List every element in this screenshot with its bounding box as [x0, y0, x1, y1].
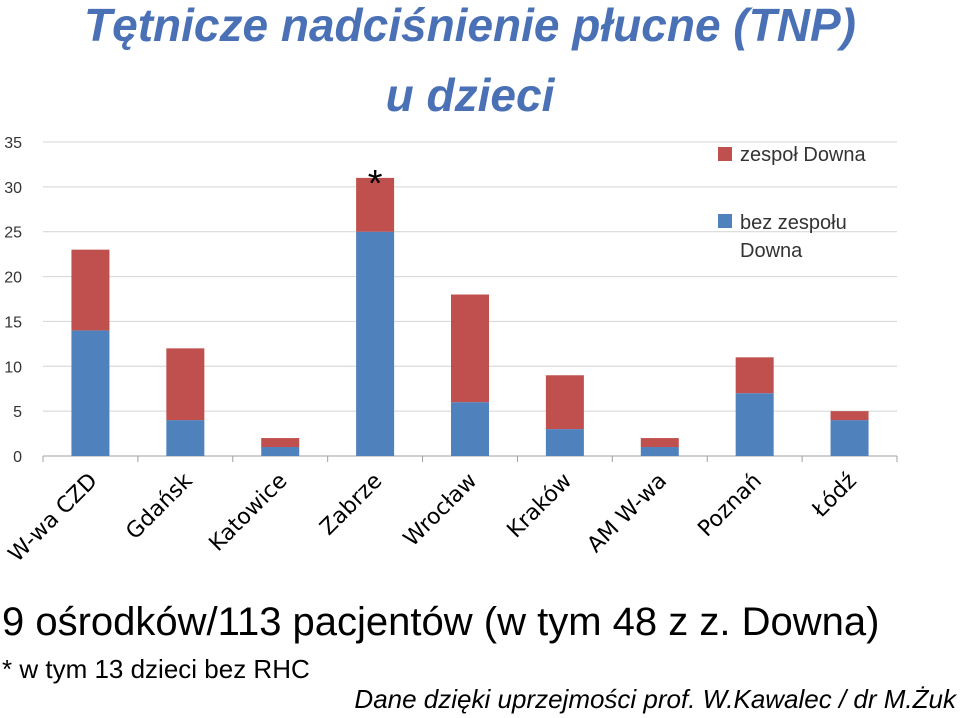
bar-segment-bez-zespolu-downa [830, 420, 869, 456]
legend: zespoł Downa bez zespołu Downa [718, 144, 867, 262]
x-tick-label: Wrocław [399, 469, 482, 552]
x-tick-label: Kraków [503, 469, 578, 544]
y-axis-ticks: 0 5 10 15 20 25 30 35 [4, 135, 22, 466]
bar-segment-zespol-downa [545, 375, 584, 430]
x-tick-label: Poznań [693, 469, 766, 542]
chart-title-line-2: u dzieci [385, 69, 555, 121]
legend-swatch-bez-zespolu-downa [718, 214, 732, 228]
bar-segment-zespol-downa [640, 438, 679, 448]
y-tick-label: 5 [13, 404, 22, 421]
bar-segment-bez-zespolu-downa [640, 447, 679, 456]
bar-segment-bez-zespolu-downa [545, 429, 584, 456]
bar-segment-zespol-downa [166, 348, 205, 421]
x-tick-label: Gdańsk [121, 468, 197, 544]
summary-text: 9 ośrodków/113 pacjentów (w tym 48 z z. … [2, 600, 880, 644]
y-tick-label: 20 [4, 270, 22, 287]
x-axis-ticks: W-wa CZD Gdańsk Katowice Zabrze Wrocław Krakó… [4, 468, 862, 567]
legend-swatch-zespol-downa [718, 147, 732, 161]
bar-segment-bez-zespolu-downa [356, 231, 395, 456]
credit-text: Dane dzięki uprzejmości prof. W.Kawalec … [354, 684, 956, 714]
annotations: * [368, 163, 383, 205]
legend-label-bez-zespolu-downa: bez zespołu Downa [740, 212, 847, 262]
bar-segment-bez-zespolu-downa [735, 393, 774, 456]
y-tick-label: 35 [4, 135, 22, 152]
x-tick-label: Katowice [205, 469, 293, 557]
bar-segment-bez-zespolu-downa [71, 330, 110, 456]
x-tick-label: Zabrze [315, 469, 387, 541]
y-tick-label: 10 [4, 359, 22, 376]
bars [71, 177, 869, 456]
footnote-text: * w tym 13 dzieci bez RHC [2, 654, 310, 684]
bar-segment-zespol-downa [71, 249, 110, 331]
legend-label-zespol-downa: zespoł Downa [740, 144, 867, 166]
x-tick-label: W-wa CZD [4, 469, 103, 568]
y-tick-label: 0 [13, 449, 22, 466]
stacked-bar-chart: 0 5 10 15 20 25 30 35 W-wa CZD Gdańsk Katowice Zab… [4, 135, 898, 567]
bar-segment-zespol-downa [451, 294, 489, 403]
gridlines [42, 141, 898, 462]
annotation-asterisk: * [368, 163, 383, 205]
bar-segment-bez-zespolu-downa [451, 402, 489, 456]
bar-segment-zespol-downa [261, 438, 300, 448]
y-tick-label: 15 [4, 314, 22, 331]
bar-segment-zespol-downa [735, 357, 774, 394]
x-tick-label: Łódź [807, 469, 862, 524]
x-tick-label: AM W-wa [583, 469, 672, 558]
y-tick-label: 25 [4, 225, 22, 242]
bar-segment-zespol-downa [356, 177, 395, 232]
bar-segment-bez-zespolu-downa [166, 420, 205, 456]
bar-segment-bez-zespolu-downa [261, 447, 300, 456]
bar-segment-zespol-downa [830, 411, 869, 421]
y-tick-label: 30 [4, 180, 22, 197]
chart-title-line-1: Tętnicze nadciśnienie płucne (TNP) [84, 0, 856, 51]
